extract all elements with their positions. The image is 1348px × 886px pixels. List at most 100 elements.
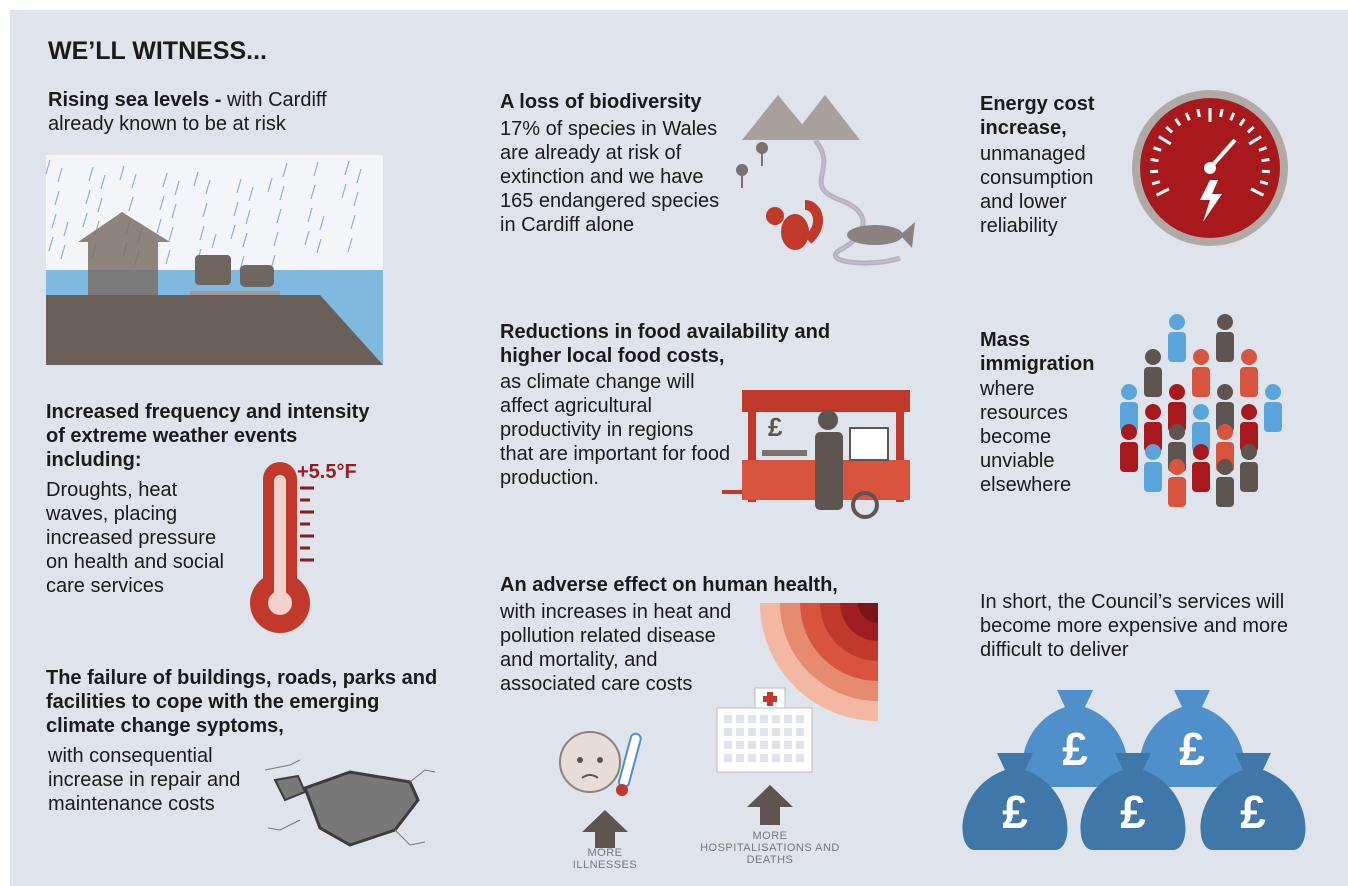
- gauge-tick: [1258, 146, 1267, 152]
- summary: In short, the Council’s services will be…: [980, 591, 1288, 661]
- item-body: with consequential increase in repair an…: [48, 745, 241, 815]
- temperature-label: +5.5°F: [297, 461, 357, 483]
- gauge-tick: [1238, 118, 1246, 127]
- person-body: [1120, 402, 1138, 432]
- rain-drop: [162, 172, 168, 188]
- gauge-tick: [1259, 180, 1269, 186]
- rain-drop: [51, 213, 57, 229]
- rain-drop: [236, 178, 242, 194]
- money-bags: £ £ £ £ £: [962, 690, 1306, 850]
- person-head: [1121, 384, 1137, 400]
- item-heading: An adverse effect on human health,: [500, 574, 838, 596]
- window: [796, 741, 804, 749]
- window: [748, 715, 756, 723]
- rain-drop: [245, 209, 251, 225]
- money-bag: [1200, 753, 1306, 850]
- item-body: where resources become unviable elsewher…: [980, 378, 1072, 496]
- illness-label: MORE ILLNESSES: [572, 847, 638, 871]
- rain-drop: [60, 244, 66, 260]
- arrows: [582, 785, 793, 848]
- rain-drop: [353, 191, 359, 207]
- rain-drop: [319, 215, 325, 231]
- window: [736, 728, 744, 736]
- window: [784, 728, 792, 736]
- person-head: [1217, 424, 1233, 440]
- window: [760, 754, 768, 762]
- heat-arcs: [760, 603, 878, 721]
- person-head: [1265, 384, 1281, 400]
- stall-currency: £: [768, 412, 783, 442]
- rain-drop: [171, 203, 177, 219]
- gauge-tick: [1150, 169, 1159, 174]
- rain-drop: [205, 179, 211, 195]
- bag-currency: £: [1179, 723, 1205, 775]
- item-body: with increases in heat and pollution rel…: [500, 601, 732, 695]
- bag-currency: £: [1120, 786, 1146, 838]
- gauge-tick: [1150, 158, 1159, 163]
- item-heading: Mass immigration: [980, 329, 1095, 375]
- rain-drop: [97, 197, 103, 213]
- thermometer: [250, 462, 314, 633]
- rain-drop: [156, 218, 162, 234]
- window: [724, 741, 732, 749]
- rain-drop: [45, 159, 51, 175]
- person-body: [1192, 462, 1210, 492]
- person-head: [1145, 404, 1161, 420]
- person-head: [1145, 349, 1161, 365]
- rain-drop: [100, 174, 106, 190]
- people-crowd: [1120, 314, 1282, 507]
- money-bag: [1139, 690, 1245, 787]
- person-head: [1169, 314, 1185, 330]
- crack: [264, 759, 436, 847]
- rain-drop: [313, 161, 319, 177]
- person-body: [1120, 442, 1138, 472]
- person-body: [1192, 422, 1210, 452]
- person-body: [1168, 477, 1186, 507]
- person-body: [1240, 422, 1258, 452]
- rain-drop: [267, 177, 273, 193]
- person-body: [1144, 367, 1162, 397]
- flood-illustration: [45, 155, 383, 365]
- rain-drop: [242, 232, 248, 248]
- rain-drop: [230, 224, 236, 240]
- item-heading: A loss of biodiversity: [500, 91, 702, 113]
- person-head: [1217, 314, 1233, 330]
- person-head: [1241, 404, 1257, 420]
- rain-drop: [88, 166, 94, 182]
- person-body: [1216, 402, 1234, 432]
- gauge-tick: [1158, 135, 1172, 146]
- person-body: [1144, 422, 1162, 452]
- person-body: [1216, 477, 1234, 507]
- item-body: 17% of species in Wales are already at r…: [500, 118, 720, 236]
- rain-drop: [273, 231, 279, 247]
- rain-drop: [131, 173, 137, 189]
- person-head: [1193, 349, 1209, 365]
- gauge-tick: [1184, 112, 1191, 121]
- rain-drop: [310, 184, 316, 200]
- rain-drop: [174, 180, 180, 196]
- item-body: as climate change will affect agricultur…: [500, 371, 731, 489]
- item-heading: Increased frequency and intensity of ext…: [46, 401, 370, 471]
- window: [748, 741, 756, 749]
- item-heading: Rising sea levels -: [48, 89, 222, 111]
- gauge-tick: [1174, 118, 1182, 127]
- gauge: [1132, 90, 1288, 246]
- person-body: [1240, 462, 1258, 492]
- gauge-tick: [1229, 112, 1236, 121]
- item-body: unmanaged consumption and lower reliabil…: [980, 143, 1094, 237]
- window: [796, 728, 804, 736]
- rain-drop: [165, 249, 171, 265]
- gauge-tick: [1153, 146, 1162, 152]
- rain-drop: [202, 202, 208, 218]
- window: [760, 741, 768, 749]
- rain-drop: [356, 168, 362, 184]
- rain-drop: [282, 162, 288, 178]
- rain-drop: [233, 201, 239, 217]
- window: [784, 741, 792, 749]
- rain-drop: [82, 212, 88, 228]
- window: [736, 741, 744, 749]
- window: [736, 715, 744, 723]
- window: [748, 728, 756, 736]
- person-head: [1169, 384, 1185, 400]
